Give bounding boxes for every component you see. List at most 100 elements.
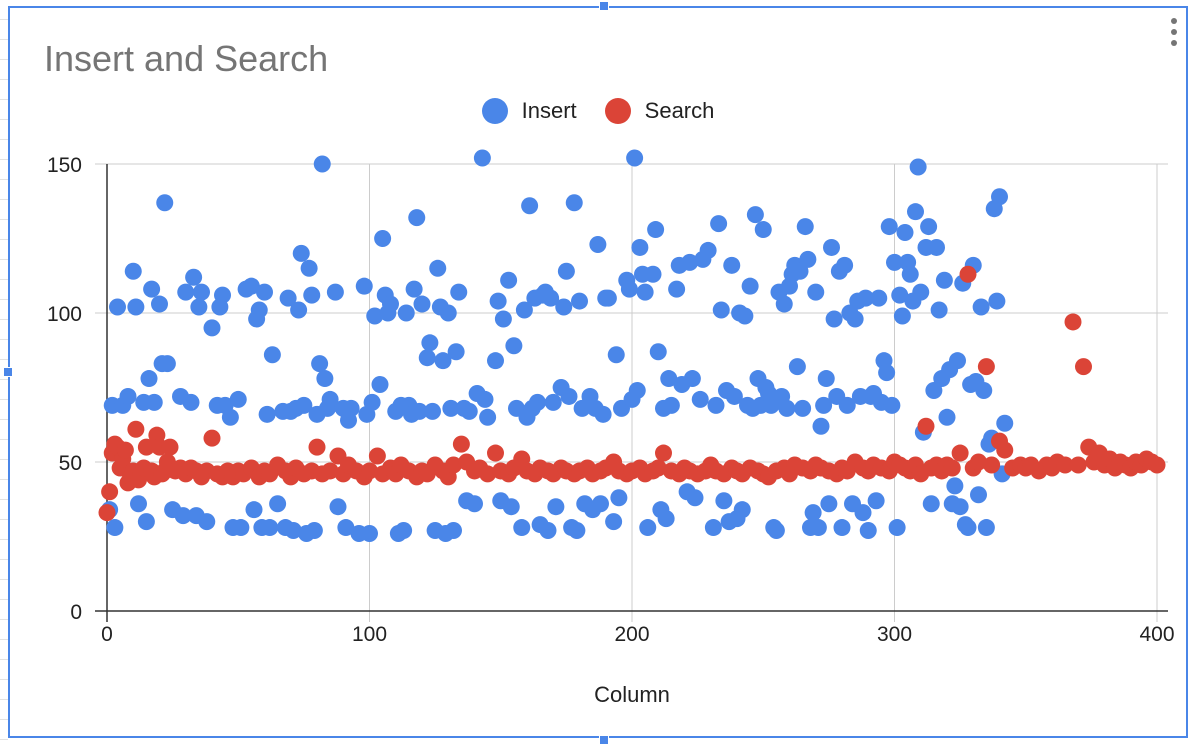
insert-point — [977, 519, 995, 537]
insert-point — [817, 370, 835, 388]
search-point — [116, 441, 134, 459]
insert-point — [836, 256, 854, 274]
resize-handle-left[interactable] — [3, 367, 13, 377]
insert-point — [300, 259, 318, 277]
insert-point — [644, 265, 662, 283]
insert-point — [442, 399, 460, 417]
insert-point — [355, 277, 373, 295]
insert-point — [815, 396, 833, 414]
search-point — [361, 462, 378, 480]
insert-point — [505, 337, 523, 355]
insert-point — [145, 393, 163, 411]
insert-point — [214, 286, 231, 304]
chart-title: Insert and Search — [44, 38, 329, 79]
search-point — [649, 459, 667, 477]
insert-point — [589, 235, 607, 253]
insert-point — [450, 283, 468, 301]
insert-point — [823, 238, 840, 256]
insert-point — [741, 277, 759, 295]
insert-point — [970, 486, 987, 504]
insert-point — [788, 358, 806, 376]
insert-point — [691, 390, 709, 408]
insert-point — [938, 408, 956, 426]
insert-point — [408, 209, 426, 227]
insert-point — [660, 370, 678, 388]
search-point — [479, 465, 497, 483]
insert-point — [859, 522, 877, 540]
insert-point — [313, 155, 331, 173]
insert-point — [846, 310, 864, 328]
insert-point — [920, 218, 938, 236]
insert-point — [229, 390, 247, 408]
insert-point — [883, 396, 901, 414]
insert-point — [515, 301, 533, 319]
insert-point — [177, 283, 195, 301]
insert-point — [321, 390, 339, 408]
insert-point — [996, 414, 1014, 432]
insert-point — [473, 149, 491, 167]
insert-point — [361, 525, 378, 543]
insert-point — [203, 319, 221, 337]
insert-point — [723, 256, 741, 274]
insert-point — [424, 402, 441, 420]
insert-point — [951, 498, 969, 516]
y-tick-label: 0 — [70, 601, 82, 624]
insert-point — [686, 489, 704, 507]
insert-point — [636, 283, 654, 301]
insert-point — [363, 393, 381, 411]
insert-point — [397, 304, 415, 322]
insert-point — [891, 286, 909, 304]
insert-point — [521, 197, 539, 215]
legend-label-insert: Insert — [521, 98, 577, 123]
insert-point — [329, 498, 347, 516]
search-point — [101, 483, 119, 501]
insert-point — [137, 513, 155, 531]
insert-point — [631, 238, 649, 256]
search-point — [127, 420, 145, 438]
insert-point — [284, 522, 302, 540]
insert-point — [269, 495, 287, 513]
legend-label-search: Search — [644, 98, 715, 123]
insert-point — [305, 522, 323, 540]
insert-point — [833, 519, 851, 537]
insert-point — [547, 498, 565, 516]
insert-point — [568, 522, 586, 540]
insert-point — [886, 253, 903, 271]
x-tick-label: 0 — [101, 623, 113, 646]
insert-point — [975, 381, 993, 399]
insert-point — [413, 295, 431, 313]
insert-point — [250, 301, 268, 319]
more-vert-icon[interactable] — [1168, 18, 1180, 52]
insert-point — [935, 271, 953, 289]
insert-point — [366, 307, 384, 325]
insert-point — [712, 301, 730, 319]
insert-point — [429, 259, 447, 277]
search-point — [445, 456, 462, 474]
insert-point — [342, 399, 360, 417]
insert-point — [127, 298, 145, 316]
insert-point — [513, 519, 531, 537]
insert-point — [878, 364, 896, 382]
insert-point — [193, 283, 210, 301]
insert-point — [311, 355, 329, 373]
insert-point — [500, 271, 518, 289]
insert-point — [746, 206, 764, 224]
insert-point — [418, 349, 436, 367]
insert-point — [778, 399, 796, 417]
insert-point — [767, 522, 785, 540]
insert-point — [290, 301, 308, 319]
insert-point — [946, 477, 964, 495]
y-tick-label: 50 — [59, 452, 82, 475]
insert-point — [279, 289, 297, 307]
insert-point — [893, 307, 911, 325]
insert-point — [733, 501, 751, 519]
insert-point — [221, 408, 239, 426]
insert-point — [447, 343, 465, 361]
insert-point — [466, 495, 483, 513]
insert-point — [907, 203, 924, 221]
search-point — [161, 438, 179, 456]
insert-point — [626, 149, 644, 167]
insert-point — [494, 310, 512, 328]
search-point — [951, 444, 969, 462]
resize-handle-top[interactable] — [599, 1, 609, 11]
